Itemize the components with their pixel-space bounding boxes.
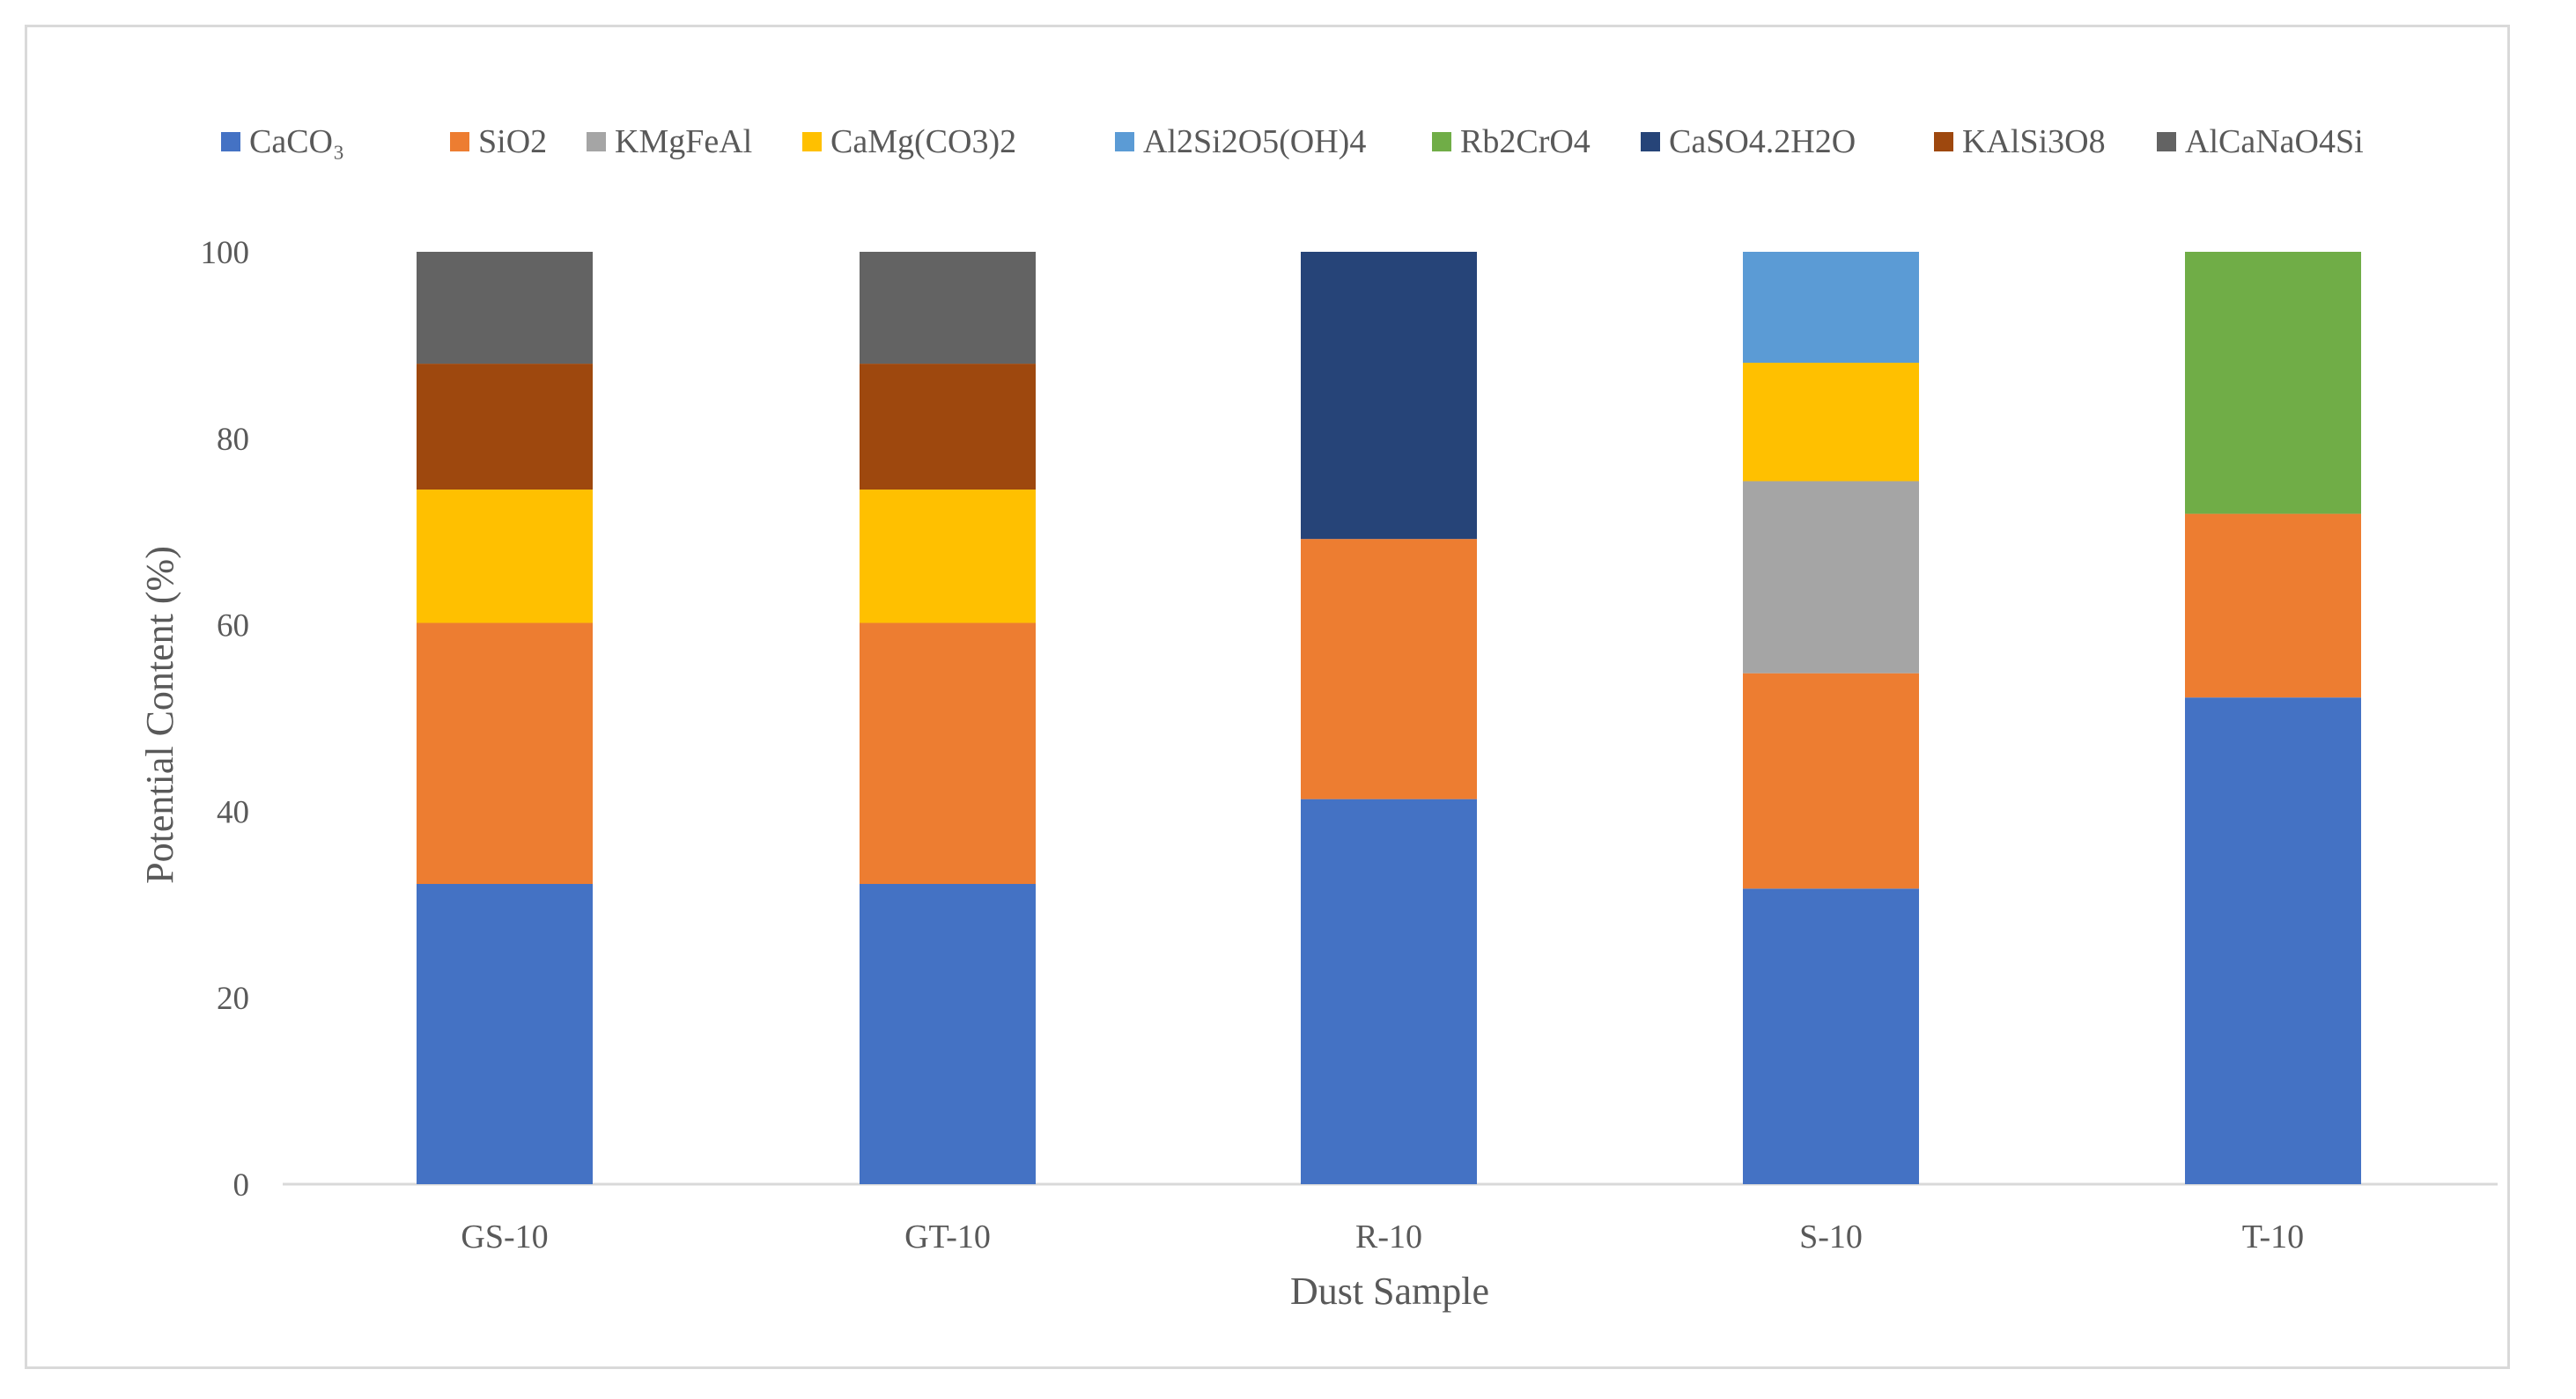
legend-label: KMgFeAl [615, 123, 752, 160]
legend-item: KMgFeAl [587, 123, 752, 160]
bar-segment-gs-10-series-7 [417, 364, 593, 490]
chart-frame: CaCO₃ SiO2 KMgFeAl CaMg(CO3)2 Al2Si2O5(OH)4 R… [25, 25, 2510, 1369]
legend-label: SiO2 [478, 123, 547, 160]
bar-segment-gs-10-series-8 [417, 252, 593, 364]
legend-swatch [2157, 132, 2176, 151]
y-tick-label: 80 [217, 422, 249, 458]
y-tick-label: 0 [233, 1167, 250, 1204]
legend-label: Al2Si2O5(OH)4 [1143, 123, 1366, 160]
bar-segment-gt-10-series-3 [860, 490, 1036, 623]
y-tick-label: 20 [217, 981, 249, 1017]
bar-segment-gt-10-series-8 [860, 252, 1036, 364]
y-tick-label: 40 [217, 794, 249, 830]
y-tick-label: 100 [201, 235, 250, 271]
bar-segment-r-10-series-1 [1301, 539, 1477, 799]
legend-label: AlCaNaO4Si [2185, 123, 2364, 160]
x-axis-title: Dust Sample [1290, 1270, 1489, 1313]
legend-swatch [1115, 132, 1134, 151]
legend-swatch [587, 132, 606, 151]
bar-segment-t-10-series-0 [2185, 697, 2361, 1184]
x-tick-label: T-10 [2242, 1219, 2304, 1255]
y-tick-label: 60 [217, 608, 249, 644]
bar-segment-s-10-series-3 [1743, 363, 1919, 482]
legend-item: CaSO4.2H2O [1641, 123, 1856, 160]
legend-item: SiO2 [450, 123, 547, 160]
legend-swatch [221, 132, 240, 151]
bar-segment-gt-10-series-0 [860, 884, 1036, 1184]
bar-segment-gt-10-series-7 [860, 364, 1036, 490]
bar-segment-gs-10-series-0 [417, 884, 593, 1184]
legend-swatch [450, 132, 469, 151]
bar-segment-s-10-series-0 [1743, 888, 1919, 1184]
bar-segment-s-10-series-4 [1743, 252, 1919, 364]
y-axis-title: Potential Content (%) [138, 546, 181, 884]
legend-swatch [1432, 132, 1451, 151]
legend-item: Rb2CrO4 [1432, 123, 1591, 160]
legend-item: CaMg(CO3)2 [802, 123, 1016, 160]
bar-segment-r-10-series-0 [1301, 799, 1477, 1184]
bar-segment-t-10-series-5 [2185, 252, 2361, 514]
bar-segment-s-10-series-1 [1743, 673, 1919, 889]
legend: CaCO₃ SiO2 KMgFeAl CaMg(CO3)2 Al2Si2O5(OH)4 R… [221, 123, 2364, 160]
y-axis-ticks: 0 20 40 60 80 100 [201, 235, 250, 1204]
bar-segment-s-10-series-2 [1743, 481, 1919, 674]
legend-item: Al2Si2O5(OH)4 [1115, 123, 1366, 160]
legend-swatch [1934, 132, 1953, 151]
x-tick-label: GT-10 [904, 1219, 991, 1255]
bars [417, 252, 2361, 1184]
x-axis-ticks: GS-10 GT-10 R-10 S-10 T-10 [461, 1219, 2304, 1255]
legend-swatch [802, 132, 822, 151]
x-tick-label: GS-10 [461, 1219, 548, 1255]
legend-label: CaSO4.2H2O [1669, 123, 1856, 160]
bar-segment-t-10-series-1 [2185, 513, 2361, 698]
legend-item: KAlSi3O8 [1934, 123, 2106, 160]
bar-segment-gs-10-series-1 [417, 622, 593, 885]
x-tick-label: R-10 [1355, 1219, 1422, 1255]
legend-item: CaCO₃ [221, 123, 344, 160]
legend-swatch [1641, 132, 1660, 151]
stacked-bar-chart: CaCO₃ SiO2 KMgFeAl CaMg(CO3)2 Al2Si2O5(OH)4 R… [138, 123, 2498, 1313]
bar-segment-gt-10-series-1 [860, 622, 1036, 885]
legend-item: AlCaNaO4Si [2157, 123, 2364, 160]
bar-segment-r-10-series-6 [1301, 252, 1477, 540]
legend-label: CaMg(CO3)2 [830, 123, 1016, 160]
x-tick-label: S-10 [1799, 1219, 1863, 1255]
bar-segment-gs-10-series-3 [417, 490, 593, 623]
legend-label: KAlSi3O8 [1962, 123, 2106, 160]
legend-label: Rb2CrO4 [1460, 123, 1591, 160]
legend-label: CaCO₃ [249, 123, 344, 160]
